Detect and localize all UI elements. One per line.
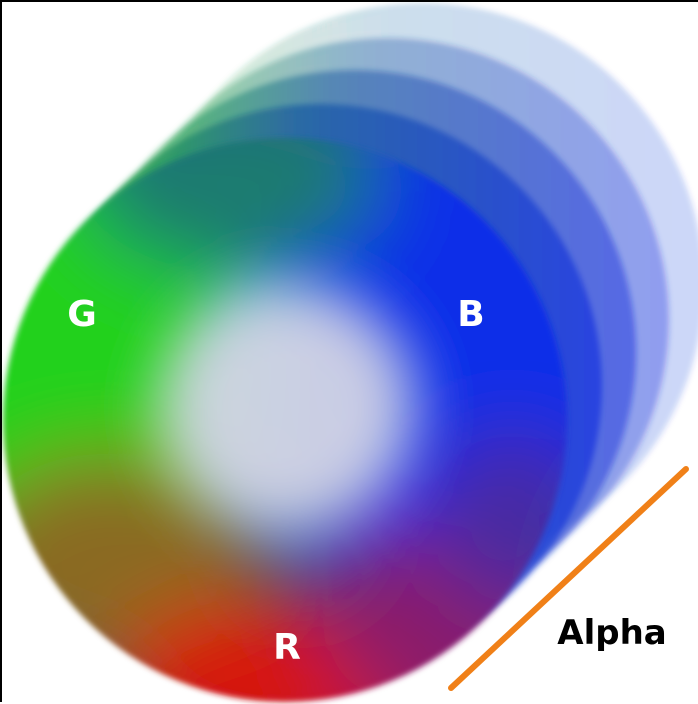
red-channel-label: R [273, 627, 301, 668]
blue-channel-label: B [457, 294, 484, 335]
green-channel-label: G [67, 294, 97, 335]
alpha-axis-line [448, 466, 689, 691]
teal-region [82, 138, 382, 272]
white-center [157, 282, 417, 532]
alpha-channel-label: Alpha [557, 613, 666, 653]
